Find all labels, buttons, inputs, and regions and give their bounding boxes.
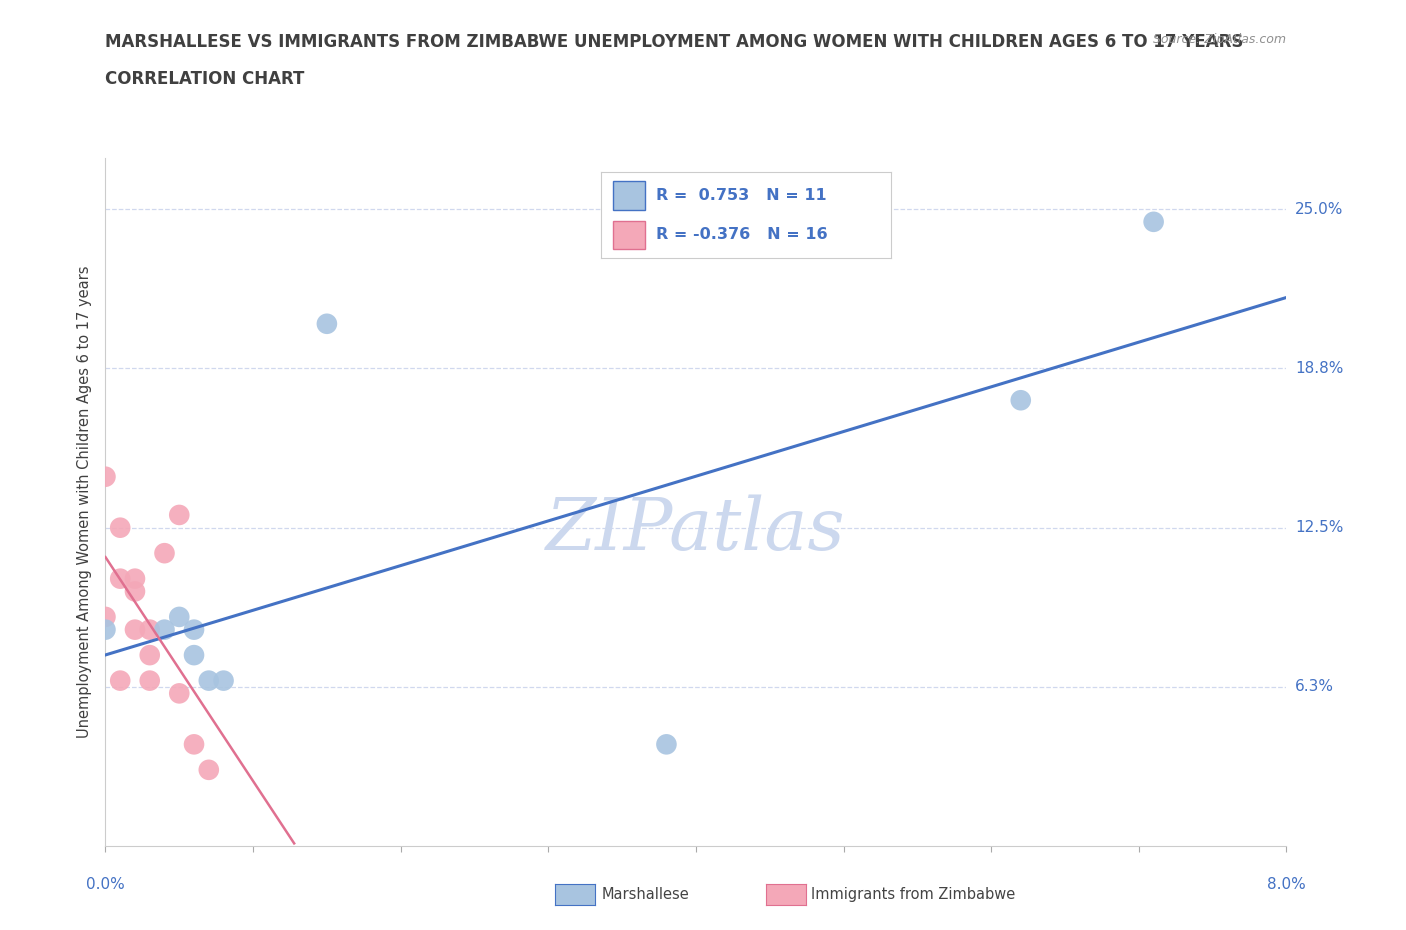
Point: [197, 763, 219, 777]
Text: Immigrants from Zimbabwe: Immigrants from Zimbabwe: [811, 887, 1015, 902]
Text: ZIPatlas: ZIPatlas: [546, 495, 846, 565]
Point: [138, 647, 160, 662]
Text: CORRELATION CHART: CORRELATION CHART: [105, 70, 305, 87]
Point: [153, 622, 176, 637]
Point: [110, 571, 132, 586]
Point: [110, 673, 132, 688]
Point: [183, 647, 205, 662]
Point: [153, 546, 176, 561]
Point: [655, 737, 678, 751]
Point: [138, 673, 160, 688]
Point: [124, 584, 146, 599]
Text: 12.5%: 12.5%: [1295, 520, 1343, 535]
Text: 25.0%: 25.0%: [1295, 202, 1343, 217]
Point: [124, 571, 146, 586]
Point: [183, 737, 205, 751]
Text: R =  0.753   N = 11: R = 0.753 N = 11: [657, 188, 827, 203]
Point: [110, 520, 132, 535]
Point: [169, 609, 191, 624]
Text: 6.3%: 6.3%: [1295, 680, 1334, 695]
Point: [124, 622, 146, 637]
Point: [138, 622, 160, 637]
Point: [94, 622, 117, 637]
Text: Source: ZipAtlas.com: Source: ZipAtlas.com: [1153, 33, 1286, 46]
Point: [197, 673, 219, 688]
FancyBboxPatch shape: [613, 181, 645, 210]
FancyBboxPatch shape: [613, 221, 645, 249]
Text: 18.8%: 18.8%: [1295, 361, 1343, 376]
Point: [94, 609, 117, 624]
Point: [212, 673, 235, 688]
Text: MARSHALLESE VS IMMIGRANTS FROM ZIMBABWE UNEMPLOYMENT AMONG WOMEN WITH CHILDREN A: MARSHALLESE VS IMMIGRANTS FROM ZIMBABWE …: [105, 33, 1244, 50]
Text: Marshallese: Marshallese: [602, 887, 689, 902]
Point: [183, 622, 205, 637]
Point: [94, 470, 117, 485]
Text: R = -0.376   N = 16: R = -0.376 N = 16: [657, 227, 828, 242]
Point: [1010, 392, 1032, 407]
Point: [315, 316, 337, 331]
Point: [169, 686, 191, 701]
Y-axis label: Unemployment Among Women with Children Ages 6 to 17 years: Unemployment Among Women with Children A…: [77, 266, 93, 738]
Text: 8.0%: 8.0%: [1267, 877, 1306, 892]
Text: 0.0%: 0.0%: [86, 877, 125, 892]
Point: [169, 508, 191, 523]
Point: [1142, 215, 1164, 230]
